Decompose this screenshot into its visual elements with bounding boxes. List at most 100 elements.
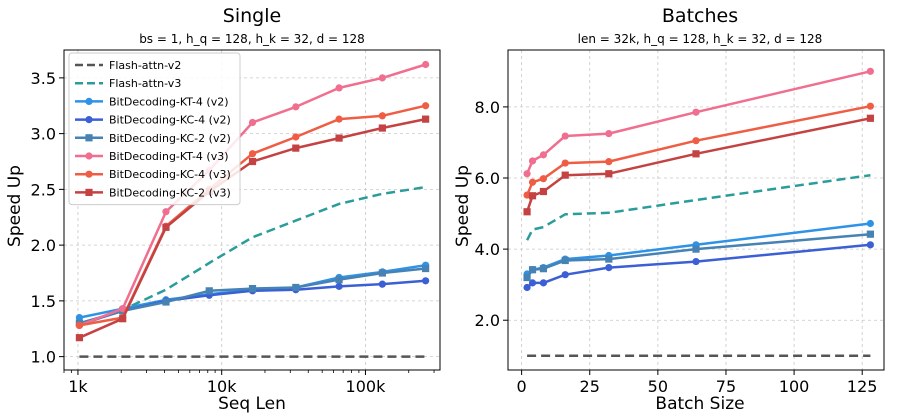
data-point — [422, 115, 430, 123]
data-point — [119, 315, 127, 323]
x-tick-label: 100k — [346, 377, 387, 396]
data-point — [378, 112, 386, 120]
data-point — [866, 230, 874, 238]
data-point — [378, 74, 386, 82]
data-point — [248, 157, 257, 166]
x-tick-label: 75 — [716, 377, 736, 396]
data-point — [561, 159, 569, 167]
data-point — [292, 144, 300, 152]
data-point — [539, 187, 548, 196]
data-point — [528, 266, 537, 274]
x-tick-label: 1k — [68, 377, 88, 396]
data-point — [378, 269, 386, 277]
panel-single: Single bs = 1, h_q = 128, h_k = 32, d = … — [5, 5, 441, 414]
data-point — [605, 158, 613, 166]
series-line — [525, 70, 871, 175]
data-point — [605, 129, 613, 138]
data-point — [523, 170, 531, 178]
x-tick-label: 125 — [847, 377, 878, 396]
y-axis-label-single: Speed Up — [5, 165, 25, 247]
x-tick-label: 100 — [779, 377, 810, 396]
data-point — [539, 151, 548, 159]
data-point — [422, 264, 430, 273]
series-bitdecoding-kc-2-v3 — [523, 114, 874, 216]
data-point — [378, 124, 386, 132]
data-point — [292, 103, 300, 111]
legend-label: BitDecoding-KT-4 (v3) — [109, 150, 229, 163]
legend-label: BitDecoding-KC-2 (v2) — [109, 132, 231, 145]
data-point — [539, 265, 548, 273]
data-point — [561, 271, 569, 279]
x-tick-label: 50 — [648, 377, 668, 396]
data-point — [162, 298, 170, 306]
data-point — [205, 287, 213, 295]
data-point — [75, 334, 84, 342]
series-line — [78, 185, 426, 327]
plot-frame — [507, 49, 885, 371]
x-axis-label-single: Seq Len — [218, 394, 286, 414]
legend-box — [68, 52, 241, 206]
data-point — [692, 108, 700, 116]
data-point — [561, 132, 569, 140]
data-point — [75, 313, 84, 322]
data-point — [866, 114, 874, 122]
series-bitdecoding-kc-2-v2 — [523, 230, 874, 282]
legend-label: BitDecoding-KC-2 (v3) — [109, 186, 231, 199]
legend-marker — [85, 116, 93, 124]
legend-marker — [85, 97, 93, 105]
chart-subtitle-single: bs = 1, h_q = 128, h_k = 32, d = 128 — [139, 32, 365, 46]
y-tick-label: 2.0 — [475, 311, 500, 330]
data-point — [335, 282, 343, 290]
data-point — [692, 245, 700, 253]
y-tick-label: 3.0 — [31, 125, 56, 144]
data-point — [162, 208, 170, 216]
data-point — [528, 157, 537, 165]
data-point — [561, 171, 569, 179]
chart-subtitle-batches: len = 32k, h_q = 128, h_k = 32, d = 128 — [578, 32, 823, 46]
panel-batches: Batches len = 32k, h_q = 128, h_k = 32, … — [453, 5, 885, 414]
x-axis-label-batches: Batch Size — [655, 394, 744, 414]
legend-marker — [85, 188, 93, 196]
y-tick-label: 6.0 — [475, 169, 500, 188]
data-point — [561, 256, 569, 265]
data-point — [539, 279, 548, 287]
series-line — [525, 117, 871, 213]
data-point — [523, 208, 531, 216]
y-tick-label: 4.0 — [475, 240, 500, 259]
data-point — [248, 285, 257, 293]
data-point — [335, 84, 343, 92]
data-point — [335, 276, 343, 284]
data-point — [528, 279, 537, 287]
y-tick-label: 1.0 — [31, 348, 56, 367]
data-point — [248, 150, 257, 158]
data-point — [866, 241, 874, 249]
y-tick-label: 1.5 — [31, 292, 56, 311]
legend: Flash-attn-v2 Flash-attn-v3 BitDecoding-KT… — [68, 52, 241, 206]
data-point — [605, 255, 613, 263]
y-tick-label: 2.5 — [31, 180, 56, 199]
y-tick-label: 8.0 — [475, 98, 500, 117]
series-line — [526, 232, 871, 279]
legend-marker — [85, 134, 93, 142]
data-point — [75, 321, 84, 330]
x-tick-label: 25 — [580, 377, 600, 396]
data-point — [248, 118, 257, 127]
data-point — [292, 133, 300, 141]
data-point — [866, 67, 874, 75]
series-flash-attn-v3 — [525, 173, 871, 241]
series-line — [525, 173, 871, 241]
series-flash-attn-v3 — [78, 185, 426, 327]
series-line — [79, 267, 426, 325]
legend-label: Flash-attn-v2 — [109, 59, 181, 72]
data-point — [422, 277, 430, 285]
data-point — [523, 191, 531, 199]
data-point — [605, 264, 613, 272]
legend-marker — [85, 152, 93, 160]
data-point — [539, 175, 548, 183]
y-axis-label-batches: Speed Up — [453, 165, 473, 247]
data-point — [692, 150, 700, 158]
data-point — [422, 60, 430, 69]
data-point — [692, 137, 700, 145]
x-tick-label: 10k — [207, 377, 237, 396]
legend-label: Flash-attn-v3 — [109, 77, 181, 90]
